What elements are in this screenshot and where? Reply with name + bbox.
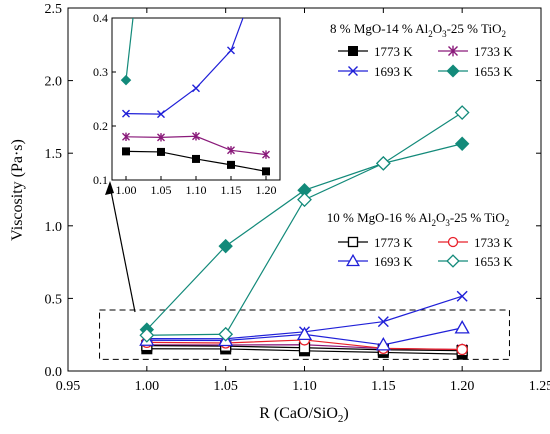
x-tick-label: 1.20: [450, 379, 475, 394]
legend-title: 8 % MgO-14 % Al2O3-25 % TiO2: [330, 21, 506, 39]
x-tick-label: 1.10: [292, 379, 317, 394]
data-point-x: [456, 290, 468, 302]
x-tick-label: 1.00: [135, 379, 160, 394]
legend-item-1693K: 1693 K: [338, 64, 413, 79]
inset-y-tick-label: 0.1: [93, 173, 108, 187]
data-point-x: [122, 109, 130, 118]
inset-y-tick-label: 0.2: [93, 119, 108, 133]
data-point-filled-diamond: [120, 74, 132, 86]
legend-label: 1693 K: [374, 254, 413, 269]
x-tick-label: 1.25: [529, 379, 550, 394]
inset-x-tick-label: 1.20: [256, 183, 277, 197]
data-point-filled-square: [157, 147, 165, 156]
series-inset-1693K: [122, 18, 244, 119]
data-point-open-circle: [447, 236, 459, 248]
data-point-filled-diamond: [446, 64, 460, 78]
legend-label: 1733 K: [474, 235, 513, 250]
x-tick-label: 1.05: [213, 379, 238, 394]
inset-x-tick-label: 1.15: [221, 183, 242, 197]
data-point-open-triangle: [375, 337, 391, 351]
inset-x-tick-label: 1.10: [186, 183, 207, 197]
legend-label: 1653 K: [474, 64, 513, 79]
y-tick-label: 1.5: [45, 147, 63, 162]
data-point-asterisk: [122, 132, 130, 141]
data-point-x: [157, 110, 165, 119]
data-point-open-triangle: [346, 253, 360, 267]
legend-label: 1733 K: [474, 44, 513, 59]
data-point-open-circle: [456, 343, 468, 356]
data-point-filled-square: [192, 154, 200, 163]
series-inset-1653K: [120, 18, 134, 86]
legend-title: 10 % MgO-16 % Al2O3-25 % TiO2: [327, 210, 510, 228]
data-point-asterisk: [227, 146, 235, 155]
data-point-open-triangle: [296, 326, 313, 341]
inset-x-tick-label: 1.00: [116, 183, 137, 197]
series-inset-1733K: [122, 132, 270, 159]
data-point-filled-diamond: [454, 136, 470, 151]
data-point-open-diamond: [454, 105, 470, 120]
y-tick-label: 2.5: [45, 2, 63, 17]
zoom-arrowhead: [105, 181, 114, 195]
data-point-asterisk: [157, 133, 165, 142]
series-inset-1773K: [122, 147, 270, 176]
data-point-x: [192, 84, 200, 93]
data-point-filled-square: [227, 160, 235, 169]
y-tick-label: 1.0: [45, 220, 63, 235]
legend-group-1: 8 % MgO-14 % Al2O3-25 % TiO2 1773 K 1733 K…: [330, 21, 513, 79]
data-point-open-diamond: [139, 327, 155, 343]
inset-y-tick-label: 0.4: [93, 11, 108, 25]
legend-item-1693K: 1693 K: [338, 253, 413, 269]
data-point-filled-square: [262, 167, 270, 176]
legend-label: 1773 K: [374, 44, 413, 59]
legend-label: 1693 K: [374, 64, 413, 79]
legend-item-1773K: 1773 K: [338, 235, 413, 250]
data-point-open-triangle: [454, 320, 470, 334]
data-point-open-diamond: [446, 254, 460, 268]
data-point-x: [227, 46, 235, 55]
legend-label: 1653 K: [474, 254, 513, 269]
series-2-1653K: [139, 105, 470, 343]
data-point-asterisk: [262, 150, 270, 159]
legend-group-2: 10 % MgO-16 % Al2O3-25 % TiO2 1773 K 1733 …: [327, 210, 514, 269]
data-point-open-diamond: [218, 326, 234, 342]
y-tick-label: 0.5: [45, 292, 63, 307]
data-point-filled-diamond: [218, 238, 233, 254]
data-point-filled-square: [122, 147, 130, 156]
data-point-x: [348, 66, 358, 76]
data-point-open-diamond: [297, 192, 312, 208]
inset-y-tick-label: 0.3: [93, 65, 108, 79]
data-point-asterisk: [192, 132, 200, 141]
zoom-box: [99, 309, 510, 360]
x-tick-label: 0.95: [56, 379, 81, 394]
y-tick-label: 0.0: [45, 365, 63, 380]
data-point-filled-square: [348, 46, 358, 56]
legend-label: 1773 K: [374, 235, 413, 250]
data-point-open-square: [347, 236, 359, 248]
legend-item-1653K: 1653 K: [438, 64, 513, 79]
inset-x-tick-label: 1.05: [151, 183, 172, 197]
legend-item-1773K: 1773 K: [338, 44, 413, 59]
data-point-asterisk: [448, 45, 458, 57]
legend-item-1733K: 1733 K: [438, 44, 513, 59]
y-tick-label: 2.0: [45, 75, 63, 90]
legend-item-1653K: 1653 K: [438, 254, 513, 269]
x-tick-label: 1.15: [371, 379, 396, 394]
y-axis-label: Viscosity (Pa·s): [9, 139, 26, 241]
data-point-open-diamond: [375, 155, 391, 171]
legend-item-1733K: 1733 K: [438, 235, 513, 250]
x-axis-label: R (CaO/SiO2): [259, 405, 349, 425]
zoom-arrow: [109, 185, 136, 313]
data-point-x: [377, 316, 389, 328]
